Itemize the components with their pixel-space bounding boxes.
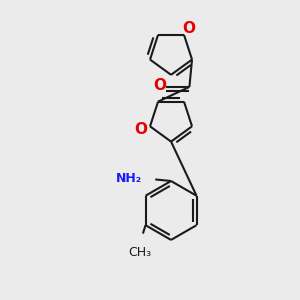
- Text: CH₃: CH₃: [129, 246, 152, 259]
- Text: NH₂: NH₂: [116, 172, 142, 185]
- Text: O: O: [182, 21, 195, 36]
- Text: O: O: [135, 122, 148, 137]
- Text: O: O: [153, 78, 166, 93]
